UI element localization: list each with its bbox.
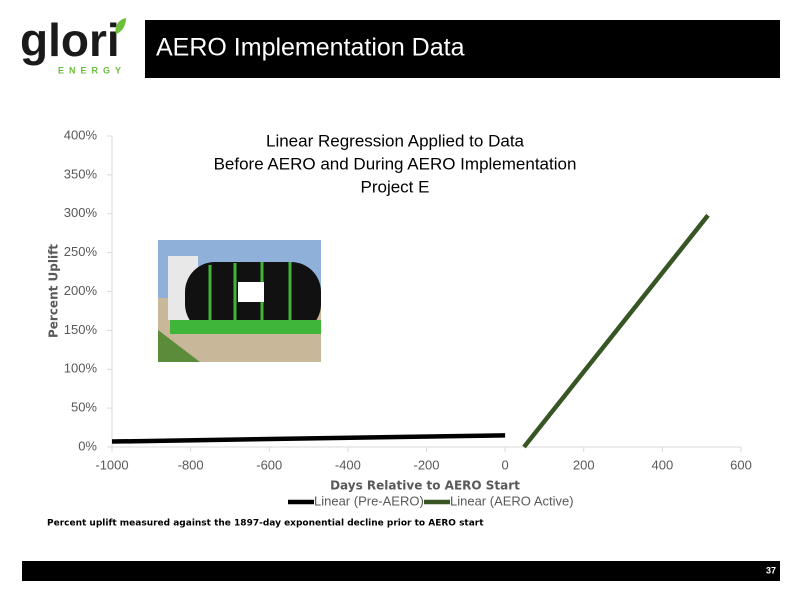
y-tick-label: 100%: [64, 361, 98, 376]
x-tick-label: -600: [256, 457, 282, 472]
title-bar: [145, 20, 780, 78]
legend-label: Linear (AERO Active): [450, 493, 574, 508]
series-line: [522, 213, 710, 449]
y-tick-label: 400%: [64, 127, 98, 142]
x-tick-label: 0: [502, 457, 509, 472]
chart-title: Linear Regression Applied to Data: [266, 131, 525, 150]
logo-name: glori: [20, 14, 120, 66]
x-tick-label: 200: [573, 457, 595, 472]
x-tick-label: -1000: [95, 457, 128, 472]
logo-leaf: [115, 18, 126, 34]
y-tick-label: 300%: [64, 205, 98, 220]
photo-grass: [158, 330, 200, 362]
chart-title: Before AERO and During AERO Implementati…: [214, 154, 577, 173]
x-tick-label: -800: [178, 457, 204, 472]
series-line: [111, 433, 506, 444]
y-tick-label: 200%: [64, 283, 98, 298]
y-tick-label: 50%: [71, 400, 97, 415]
x-tick-label: 600: [730, 457, 752, 472]
x-axis-title: Days Relative to AERO Start: [330, 479, 520, 493]
chart-title: Project E: [361, 177, 430, 196]
y-axis-title: Percent Uplift: [47, 244, 61, 338]
page-number: 37: [766, 565, 776, 575]
photo: [158, 240, 321, 362]
x-tick-label: -400: [335, 457, 361, 472]
slide-title: AERO Implementation Data: [156, 34, 465, 62]
y-tick-label: 250%: [64, 244, 98, 259]
logo-tagline: ENERGY: [58, 65, 126, 75]
photo-skid: [170, 320, 321, 334]
logo: glori ENERGY: [20, 14, 126, 75]
legend-label: Linear (Pre-AERO): [314, 493, 424, 508]
y-tick-label: 350%: [64, 166, 98, 181]
photo-sign: [238, 282, 264, 302]
x-tick-label: -200: [413, 457, 439, 472]
y-tick-label: 150%: [64, 322, 98, 337]
footer-bar: [22, 561, 780, 581]
x-tick-label: 400: [652, 457, 674, 472]
footnote: Percent uplift measured against the 1897…: [47, 519, 484, 529]
y-tick-label: 0%: [78, 438, 97, 453]
